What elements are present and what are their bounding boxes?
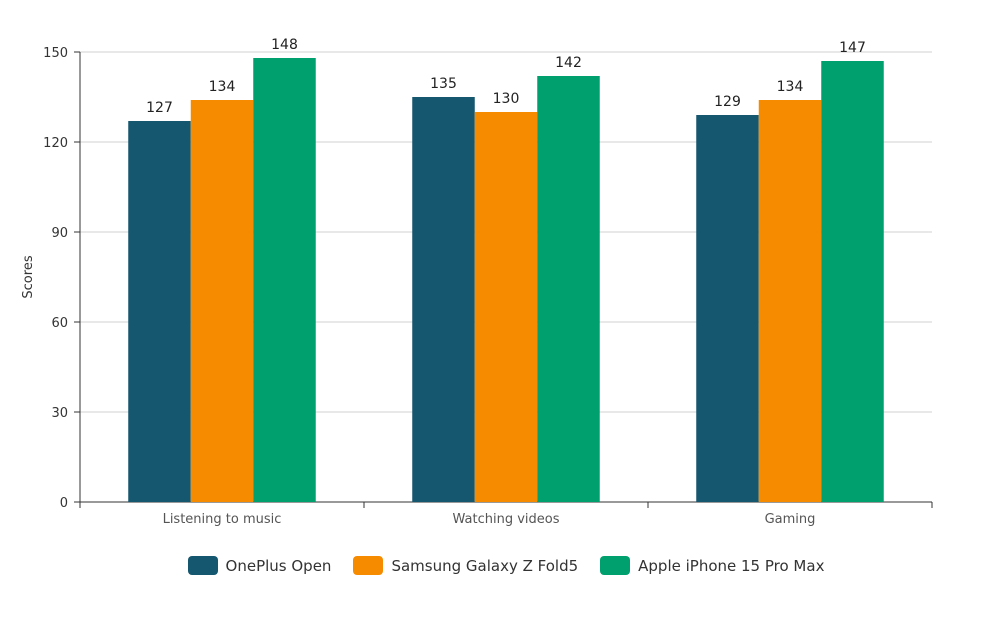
- bar: [253, 58, 316, 502]
- legend-swatch: [353, 556, 384, 575]
- data-label: 142: [555, 55, 582, 71]
- legend-label: Apple iPhone 15 Pro Max: [638, 556, 825, 575]
- legend-label: OnePlus Open: [225, 556, 332, 575]
- data-label: 134: [777, 79, 804, 95]
- legend-item[interactable]: OnePlus Open: [187, 556, 332, 575]
- legend-item[interactable]: Apple iPhone 15 Pro Max: [600, 556, 824, 575]
- y-tick-label: 0: [60, 496, 68, 511]
- y-tick-label: 90: [51, 226, 68, 241]
- data-label: 129: [714, 94, 741, 110]
- data-label: 135: [430, 76, 457, 92]
- y-tick-label: 60: [51, 316, 68, 331]
- bar: [128, 121, 191, 502]
- bar: [537, 76, 600, 502]
- bar: [758, 100, 822, 502]
- data-label: 130: [493, 91, 520, 107]
- bar: [696, 115, 759, 502]
- x-tick-label: Listening to music: [163, 512, 282, 527]
- bar: [412, 97, 475, 502]
- y-tick-label: 120: [43, 136, 68, 151]
- y-axis-label: Scores: [21, 255, 36, 298]
- bar: [190, 100, 254, 502]
- legend-label: Samsung Galaxy Z Fold5: [391, 556, 579, 575]
- x-tick-label: Gaming: [765, 512, 816, 527]
- legend-item[interactable]: Samsung Galaxy Z Fold5: [353, 556, 578, 575]
- y-tick-label: 150: [43, 46, 68, 61]
- data-label: 127: [146, 100, 173, 116]
- bar: [474, 112, 538, 502]
- legend: OnePlus Open Samsung Galaxy Z Fold5 Apple …: [0, 556, 988, 575]
- y-tick-label: 30: [51, 406, 68, 421]
- data-label: 147: [839, 40, 866, 56]
- bar: [821, 61, 884, 502]
- x-tick-label: Watching videos: [453, 512, 560, 527]
- data-label: 148: [271, 37, 298, 53]
- legend-swatch: [187, 556, 218, 575]
- legend-swatch: [600, 556, 631, 575]
- data-label: 134: [209, 79, 236, 95]
